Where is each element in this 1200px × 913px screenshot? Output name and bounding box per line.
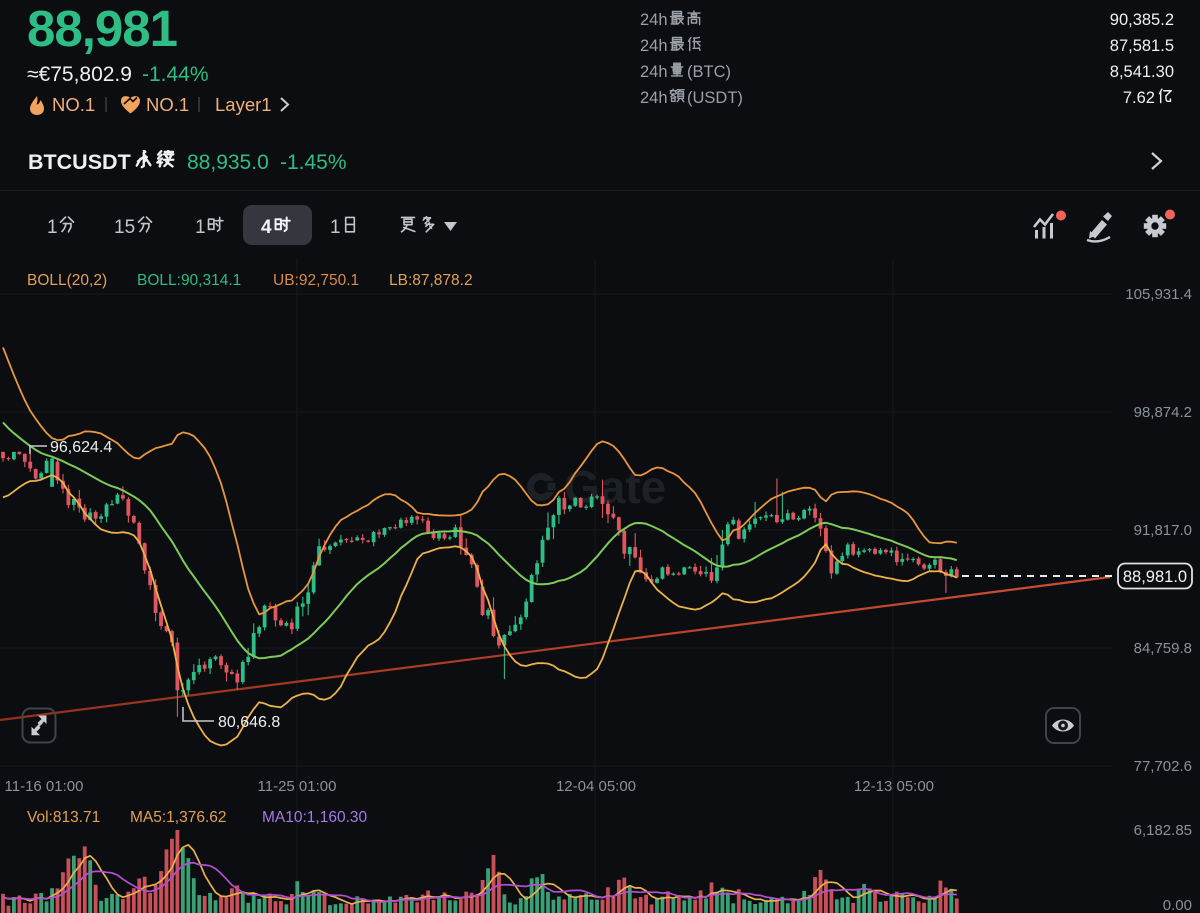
svg-text:MA10:1,160.30: MA10:1,160.30: [262, 809, 368, 826]
svg-text:12-13 05:00: 12-13 05:00: [854, 778, 934, 795]
svg-text:(USDT): (USDT): [687, 89, 743, 107]
svg-text:15: 15: [114, 217, 135, 238]
svg-text:84,759.8: 84,759.8: [1134, 640, 1192, 657]
svg-text:UB:92,750.1: UB:92,750.1: [273, 272, 359, 289]
svg-text:24h: 24h: [640, 11, 668, 29]
svg-text:1: 1: [195, 217, 206, 238]
svg-text:-1.44%: -1.44%: [142, 63, 209, 86]
svg-text:8,541.30: 8,541.30: [1110, 63, 1174, 81]
svg-text:NO.1: NO.1: [146, 94, 189, 115]
svg-text:4: 4: [261, 217, 272, 238]
svg-text:88,935.0: 88,935.0: [187, 151, 269, 174]
svg-text:24h: 24h: [640, 63, 668, 81]
svg-text:80,646.8: 80,646.8: [218, 714, 280, 731]
svg-text:MA5:1,376.62: MA5:1,376.62: [130, 809, 227, 826]
svg-text:BOLL:90,314.1: BOLL:90,314.1: [137, 272, 241, 289]
svg-text:≈€75,802.9: ≈€75,802.9: [27, 63, 132, 86]
svg-text:0.00: 0.00: [1163, 897, 1192, 913]
svg-text:24h: 24h: [640, 89, 668, 107]
svg-text:BTCUSDT: BTCUSDT: [28, 150, 131, 174]
svg-text:LB:87,878.2: LB:87,878.2: [389, 272, 473, 289]
svg-text:7.62: 7.62: [1123, 89, 1155, 107]
svg-text:NO.1: NO.1: [52, 94, 95, 115]
svg-text:96,624.4: 96,624.4: [50, 439, 112, 456]
svg-text:91,817.0: 91,817.0: [1134, 522, 1192, 539]
svg-text:1: 1: [330, 217, 341, 238]
svg-text:-1.45%: -1.45%: [280, 151, 347, 174]
svg-text:Vol:813.71: Vol:813.71: [27, 809, 100, 826]
svg-text:12-04 05:00: 12-04 05:00: [556, 778, 636, 795]
svg-text:24h: 24h: [640, 37, 668, 55]
svg-text:BOLL(20,2): BOLL(20,2): [27, 272, 107, 289]
svg-text:11-16 01:00: 11-16 01:00: [5, 778, 84, 795]
svg-text:88,981.0: 88,981.0: [1123, 568, 1187, 586]
svg-text:90,385.2: 90,385.2: [1110, 11, 1174, 29]
svg-text:88,981: 88,981: [27, 0, 177, 57]
svg-text:98,874.2: 98,874.2: [1134, 404, 1192, 421]
svg-text:1: 1: [47, 217, 58, 238]
svg-text:11-25 01:00: 11-25 01:00: [258, 778, 337, 795]
svg-text:6,182.85: 6,182.85: [1134, 822, 1192, 839]
svg-text:105,931.4: 105,931.4: [1125, 286, 1192, 303]
svg-text:(BTC): (BTC): [687, 63, 731, 81]
svg-text:Layer1: Layer1: [215, 94, 272, 115]
svg-text:77,702.6: 77,702.6: [1134, 758, 1192, 775]
svg-text:87,581.5: 87,581.5: [1110, 37, 1174, 55]
